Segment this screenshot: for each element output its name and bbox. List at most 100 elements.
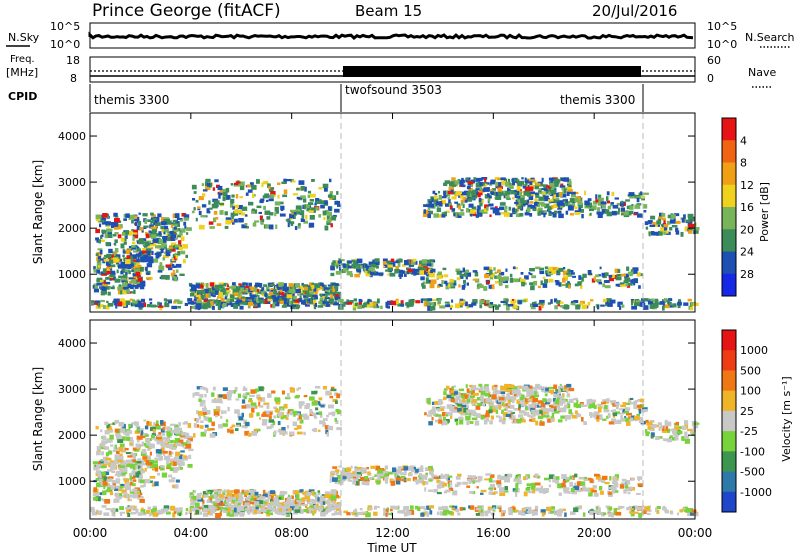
echo-cell [257,493,260,497]
echo-cell [606,398,610,402]
echo-cell [309,498,314,503]
echo-cell [576,404,581,409]
echo-cell [248,492,251,495]
echo-cell [426,414,432,417]
echo-cell [629,397,634,400]
echo-cell [95,472,99,476]
echo-cell [545,387,549,392]
echo-cell [566,272,570,275]
echo-cell [336,291,342,297]
echo-cell [213,200,220,205]
echo-cell [497,191,502,195]
nsky-label: N.Sky [8,31,40,44]
echo-cell [504,486,508,491]
echo-cell [224,410,227,414]
echo-cell [153,423,156,427]
echo-cell [207,489,214,493]
echo-cell [490,302,494,306]
echo-cell [184,225,187,230]
echo-cell [146,460,151,465]
echo-cell [166,299,172,302]
echo-cell [464,269,470,275]
echo-cell [360,476,365,481]
echo-cell [595,199,600,203]
echo-cell [608,491,612,495]
echo-cell [443,490,447,494]
echo-cell [283,189,288,194]
echo-cell [281,305,287,308]
echo-cell [162,238,167,243]
echo-cell [114,215,119,219]
echo-cell [125,289,130,293]
echo-cell [250,286,256,291]
echo-cell [292,302,299,306]
echo-cell [193,496,197,501]
echo-cell [531,415,534,420]
echo-cell [488,304,495,308]
echo-cell [597,214,603,218]
echo-cell [179,232,183,236]
echo-cell [141,441,144,447]
echo-cell [113,224,119,230]
echo-cell [514,509,519,513]
echo-cell [271,295,276,299]
echo-cell [621,207,625,212]
echo-cell [183,221,187,226]
echo-cell [254,288,257,292]
echo-cell [125,270,128,275]
echo-cell [426,274,429,277]
colorbar-swatch [722,162,736,186]
echo-cell [239,196,243,199]
echo-cell [136,264,142,268]
echo-cell [435,201,442,204]
echo-cell [105,457,111,461]
echo-cell [525,475,529,480]
echo-cell [548,266,554,272]
echo-cell [211,286,215,291]
echo-cell [309,290,314,295]
echo-cell [192,502,197,506]
echo-cell [164,301,167,305]
echo-cell [642,298,649,301]
echo-cell [443,388,447,391]
echo-cell [267,495,271,499]
echo-cell [499,271,505,276]
echo-cell [428,201,432,205]
echo-cell [498,278,501,282]
echo-cell [141,229,144,233]
colorbar-swatch [722,207,736,230]
echo-cell [100,464,104,467]
echo-cell [224,500,228,504]
echo-cell [426,505,431,510]
echo-cell [349,479,353,482]
echo-cell [231,424,235,428]
echo-cell [490,207,496,210]
echo-cell [291,499,295,505]
echo-cell [369,267,375,271]
echo-cell [248,400,253,403]
echo-cell [165,275,170,280]
echo-cell [146,277,151,280]
echo-cell [311,179,315,182]
echo-cell [527,186,534,191]
echo-cell [459,191,462,195]
echo-cell [650,215,656,220]
echo-cell [232,206,235,210]
echo-cell [326,432,329,437]
echo-cell [552,213,557,218]
echo-cell [246,297,253,300]
echo-cell [545,188,551,194]
echo-cell [99,445,105,450]
echo-cell [206,499,211,503]
echo-cell [151,234,157,240]
echo-cell [100,235,103,240]
echo-cell [495,212,501,216]
echo-cell [445,411,451,415]
echo-cell [277,182,281,185]
echo-cell [121,268,126,273]
echo-cell [539,410,543,414]
echo-cell [263,299,268,304]
echo-cell [503,396,510,401]
echo-cell [360,265,363,269]
